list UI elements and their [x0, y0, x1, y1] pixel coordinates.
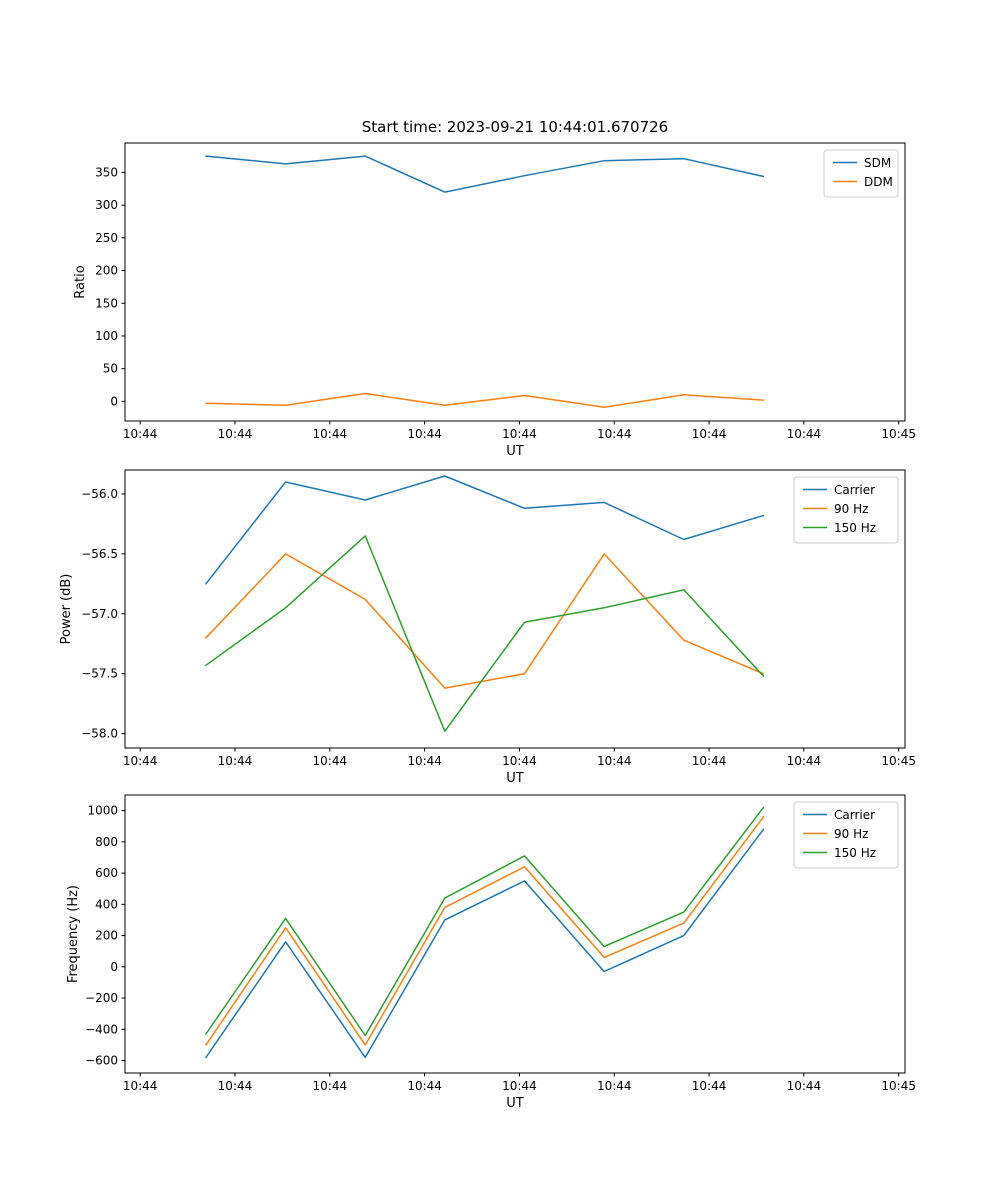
series-line-carrier	[205, 475, 765, 585]
x-tick-label: 10:44	[313, 427, 348, 441]
x-tick-label: 10:45	[881, 754, 916, 768]
series-line-150-hz	[205, 806, 765, 1037]
legend-label: Carrier	[834, 808, 875, 822]
y-axis-label: Frequency (Hz)	[66, 885, 81, 983]
x-tick-label: 10:44	[597, 754, 632, 768]
x-tick-label: 10:44	[123, 754, 158, 768]
x-tick-label: 10:44	[787, 754, 822, 768]
x-tick-label: 10:44	[123, 1079, 158, 1093]
x-tick-label: 10:44	[313, 1079, 348, 1093]
legend-label: Carrier	[834, 483, 875, 497]
x-tick-label: 10:44	[218, 1079, 253, 1093]
legend-label: 90 Hz	[834, 827, 868, 841]
x-tick-label: 10:44	[787, 1079, 822, 1093]
axes-frame	[124, 469, 906, 749]
figure-title: Start time: 2023-09-21 10:44:01.670726	[361, 118, 669, 136]
y-tick-label: 800	[95, 835, 118, 849]
axes-frame	[124, 142, 906, 422]
x-tick-label: 10:44	[597, 427, 632, 441]
y-tick-label: −400	[85, 1022, 118, 1036]
x-tick-label: 10:44	[787, 427, 822, 441]
y-tick-label: 100	[95, 329, 118, 343]
y-tick-label: 0	[110, 960, 118, 974]
series-line-ddm	[205, 392, 765, 409]
x-tick-label: 10:44	[123, 427, 158, 441]
x-axis-label: UT	[506, 444, 524, 459]
legend-label: 150 Hz	[834, 846, 876, 860]
x-tick-label: 10:45	[881, 1079, 916, 1093]
y-tick-label: −56.5	[81, 547, 118, 561]
ratio-chart: 10:44 10:44 10:44 10:44 10:44 10:44 10:44 10:44…	[73, 142, 916, 459]
x-axis-label: UT	[506, 771, 524, 786]
x-axis-label: UT	[506, 1096, 524, 1111]
x-tick-label: 10:45	[881, 427, 916, 441]
series-line-carrier	[205, 828, 765, 1059]
x-tick-label: 10:44	[502, 1079, 537, 1093]
x-tick-label: 10:44	[218, 427, 253, 441]
y-tick-label: −58.0	[81, 727, 118, 741]
series-line-90-hz	[205, 553, 765, 689]
y-tick-label: 50	[103, 362, 118, 376]
x-tick-label: 10:44	[407, 754, 442, 768]
y-tick-label: 150	[95, 296, 118, 310]
legend-label: DDM	[864, 175, 893, 189]
x-tick-label: 10:44	[313, 754, 348, 768]
y-tick-label: 250	[95, 231, 118, 245]
y-tick-label: 0	[110, 394, 118, 408]
axes-frame	[124, 794, 906, 1074]
y-tick-label: 200	[95, 264, 118, 278]
legend-label: 150 Hz	[834, 521, 876, 535]
series-line-90-hz	[205, 816, 765, 1046]
legend-box	[793, 801, 899, 869]
x-tick-label: 10:44	[597, 1079, 632, 1093]
y-tick-label: 350	[95, 165, 118, 179]
x-tick-label: 10:44	[692, 754, 727, 768]
y-axis-label: Power (dB)	[59, 574, 74, 645]
y-tick-label: −57.0	[81, 607, 118, 621]
y-tick-label: 300	[95, 198, 118, 212]
y-tick-label: 600	[95, 866, 118, 880]
legend-label: 90 Hz	[834, 502, 868, 516]
power-chart: 10:44 10:44 10:44 10:44 10:44 10:44 10:44 10:44…	[59, 469, 916, 786]
series-line-150-hz	[205, 535, 765, 732]
series-line-sdm	[205, 155, 765, 193]
y-tick-label: 1000	[87, 804, 118, 818]
x-tick-label: 10:44	[502, 754, 537, 768]
frequency-chart: 10:44 10:44 10:44 10:44 10:44 10:44 10:44 10:44…	[66, 794, 916, 1111]
y-tick-label: −600	[85, 1054, 118, 1068]
y-tick-label: −57.5	[81, 667, 118, 681]
y-axis-label: Ratio	[73, 265, 88, 298]
legend-box	[793, 476, 899, 544]
x-tick-label: 10:44	[692, 1079, 727, 1093]
y-tick-label: 400	[95, 897, 118, 911]
x-tick-label: 10:44	[407, 427, 442, 441]
x-tick-label: 10:44	[692, 427, 727, 441]
x-tick-label: 10:44	[502, 427, 537, 441]
x-tick-label: 10:44	[218, 754, 253, 768]
legend-label: SDM	[864, 156, 891, 170]
y-tick-label: −200	[85, 991, 118, 1005]
y-tick-label: −56.0	[81, 487, 118, 501]
x-tick-label: 10:44	[407, 1079, 442, 1093]
y-tick-label: 200	[95, 929, 118, 943]
